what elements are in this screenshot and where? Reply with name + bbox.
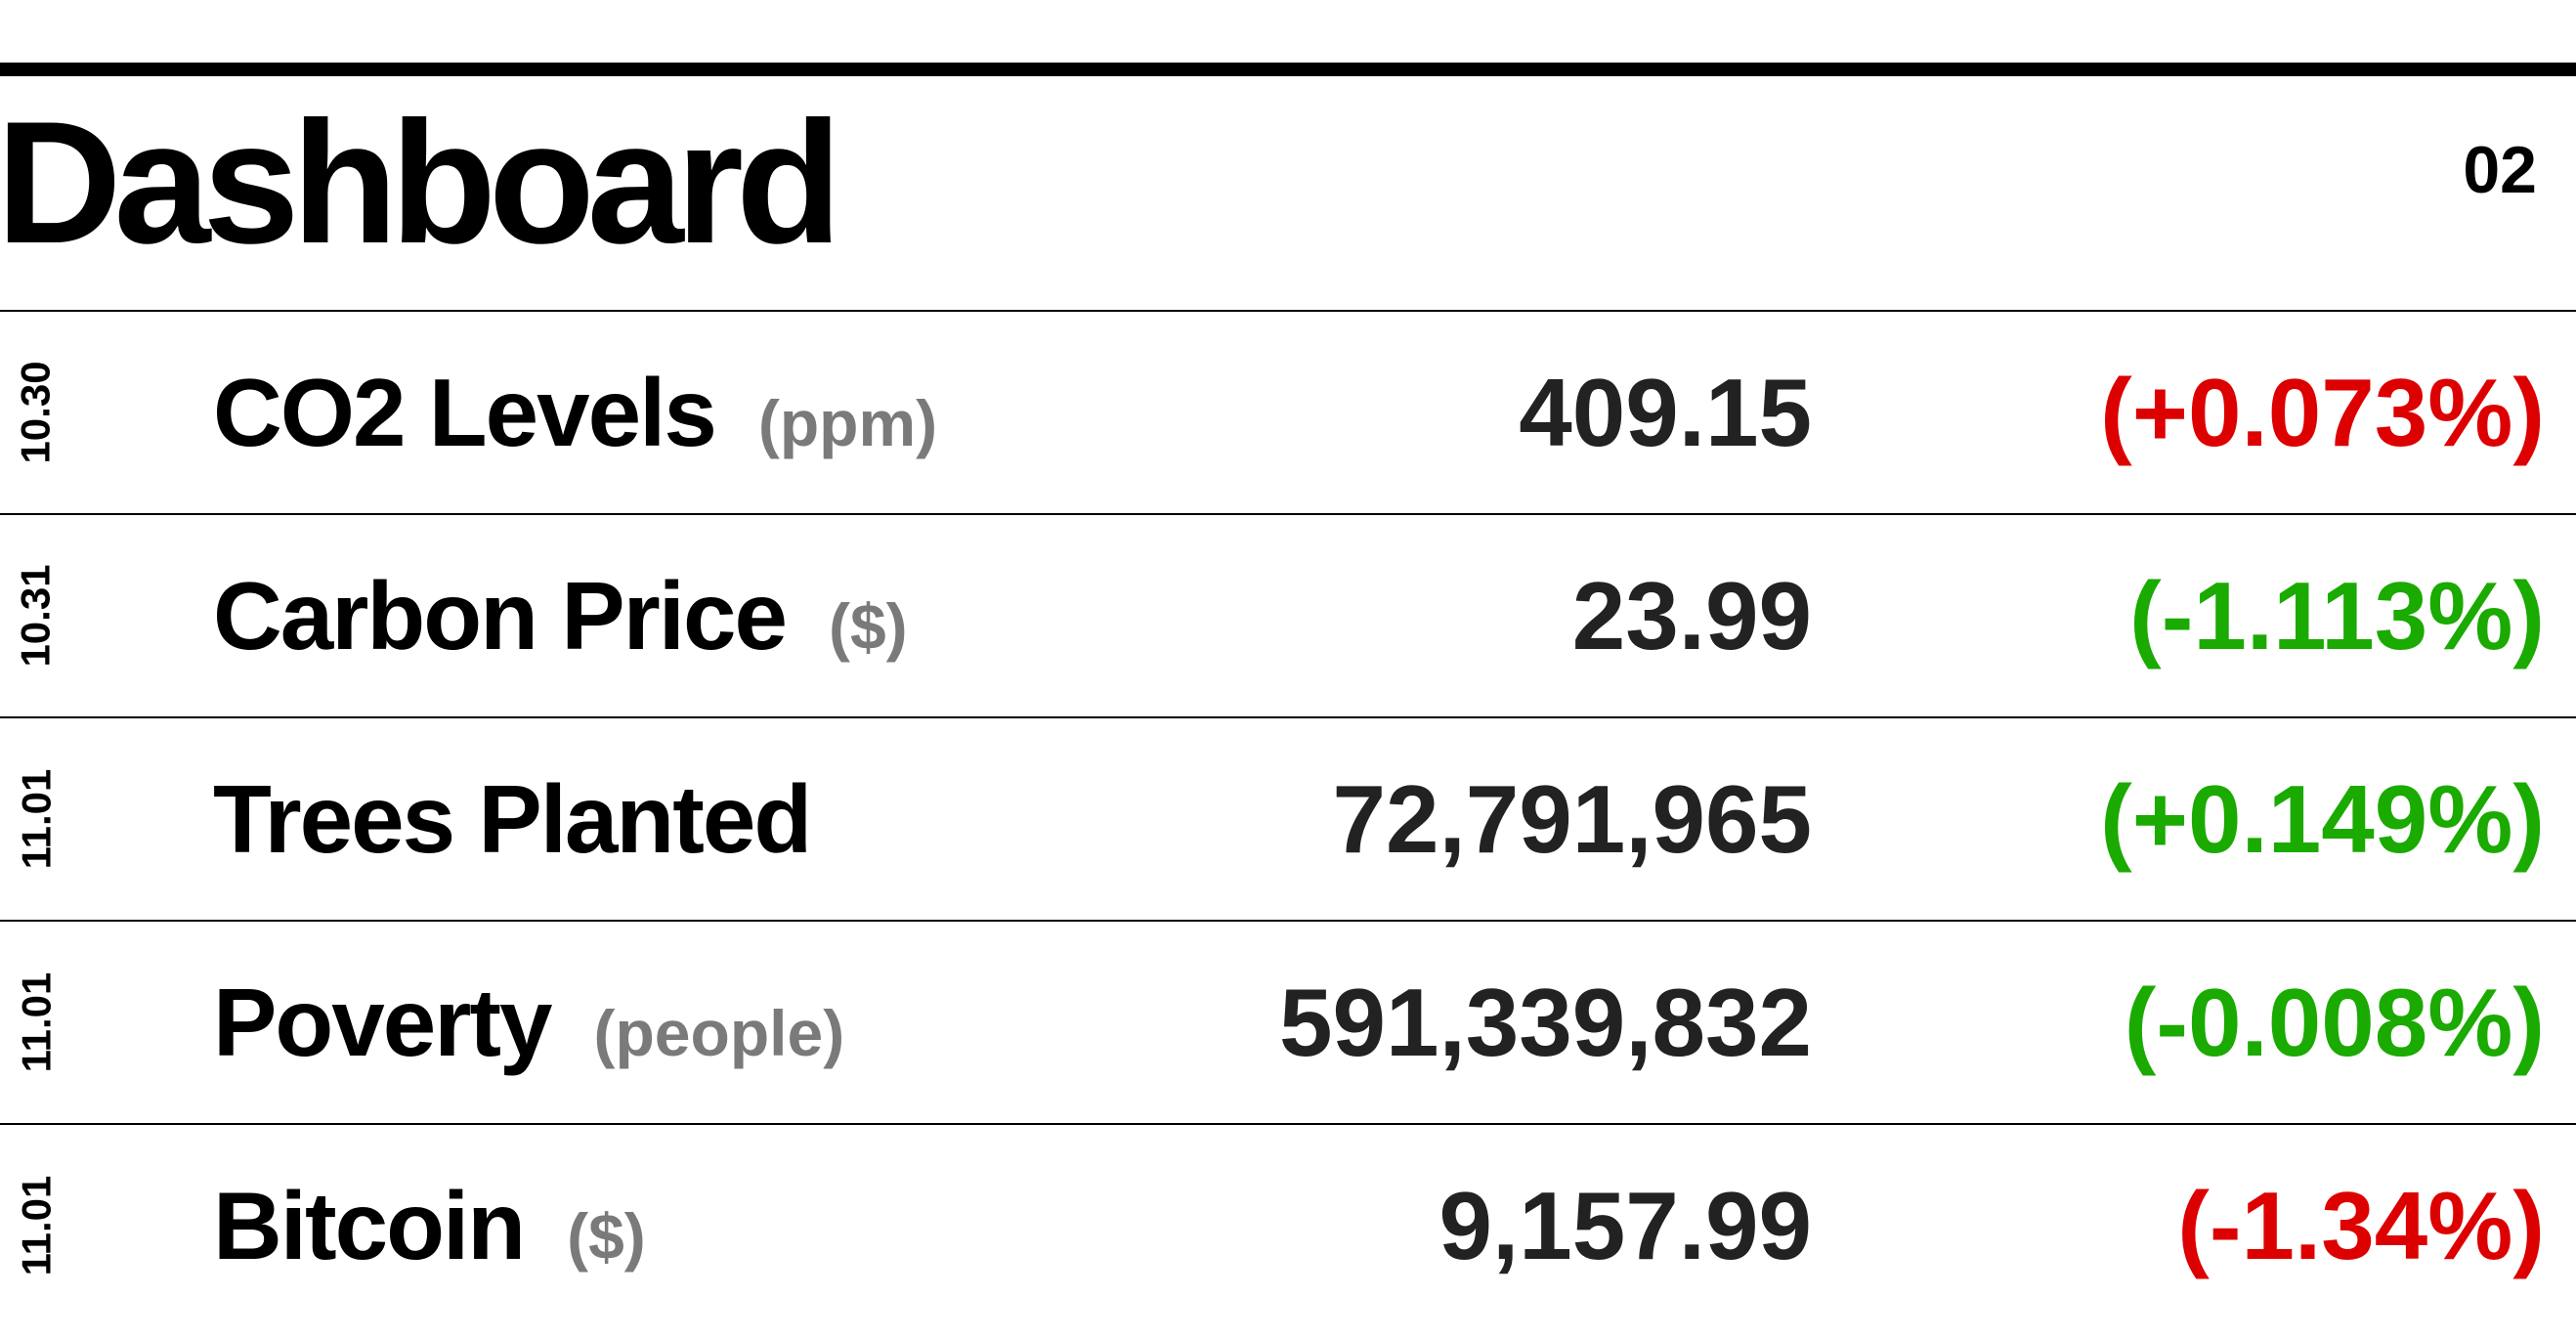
metric-label: CO2 Levels (ppm) <box>213 359 938 466</box>
row-date: 10.31 <box>13 564 60 668</box>
metric-row-co2-levels: 10.30 CO2 Levels (ppm) 409.15 (+0.073%) <box>0 310 2576 513</box>
page-title: Dashboard <box>0 85 842 280</box>
metric-unit: (ppm) <box>757 387 938 459</box>
metric-label: Carbon Price ($) <box>213 562 908 670</box>
metric-change: (-1.34%) <box>2177 1172 2545 1279</box>
metric-value: 9,157.99 <box>1438 1172 1812 1279</box>
metric-value: 591,339,832 <box>1279 969 1812 1076</box>
top-rule <box>0 63 2576 76</box>
metric-change: (+0.149%) <box>2100 765 2545 873</box>
row-date: 11.01 <box>13 1175 60 1276</box>
metric-row-bitcoin: 11.01 Bitcoin ($) 9,157.99 (-1.34%) <box>0 1123 2576 1326</box>
dashboard-header: Dashboard 02 <box>0 76 2576 311</box>
metric-value: 23.99 <box>1571 562 1812 670</box>
metric-value: 72,791,965 <box>1332 765 1812 873</box>
metric-change: (+0.073%) <box>2100 359 2545 466</box>
metric-row-trees-planted: 11.01 Trees Planted 72,791,965 (+0.149%) <box>0 716 2576 920</box>
page-number: 02 <box>2463 133 2537 207</box>
metric-row-poverty: 11.01 Poverty (people) 591,339,832 (-0.00… <box>0 920 2576 1123</box>
row-date: 11.01 <box>13 768 60 870</box>
metric-label: Trees Planted <box>213 765 812 873</box>
metric-unit: ($) <box>567 1200 646 1273</box>
row-date: 10.30 <box>13 361 60 464</box>
metric-label: Bitcoin ($) <box>213 1172 646 1279</box>
metric-value: 409.15 <box>1519 359 1812 466</box>
metrics-table: 10.30 CO2 Levels (ppm) 409.15 (+0.073%) 1… <box>0 310 2576 1326</box>
metric-unit: ($) <box>828 590 908 663</box>
metric-unit: (people) <box>593 997 845 1069</box>
metric-change: (-1.113%) <box>2129 562 2545 670</box>
metric-row-carbon-price: 10.31 Carbon Price ($) 23.99 (-1.113%) <box>0 513 2576 716</box>
metric-label: Poverty (people) <box>213 969 845 1076</box>
row-date: 11.01 <box>13 972 60 1073</box>
metric-change: (-0.008%) <box>2124 969 2545 1076</box>
